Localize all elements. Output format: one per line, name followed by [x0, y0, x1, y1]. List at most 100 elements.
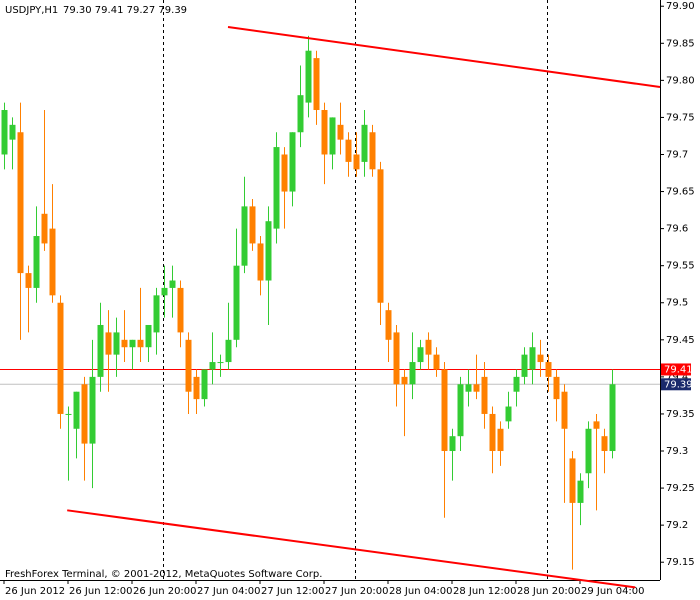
candle-body [17, 132, 24, 274]
price-label-box [661, 378, 691, 391]
price-label-box [661, 363, 691, 376]
y-tick-label: 79.80 [666, 75, 695, 86]
symbol: USDJPY,H1 [5, 5, 58, 16]
candle-body [65, 413, 72, 415]
y-tick-label: 79.6 [666, 224, 688, 235]
candle-body [521, 354, 528, 377]
candle-body [513, 376, 520, 392]
y-tick-label: 79.55 [666, 261, 695, 272]
x-tick-label: 26 Jun 12:00 [69, 586, 133, 597]
candle-body [113, 332, 120, 355]
candle-body [233, 265, 240, 340]
candle-body [241, 206, 248, 266]
y-tick-label: 79.4 [666, 372, 688, 383]
y-tick-label: 79.45 [666, 335, 695, 346]
candle-body [41, 213, 48, 244]
candle-body [249, 206, 256, 244]
candle-body [193, 376, 200, 400]
candle-body [569, 458, 576, 503]
y-tick-label: 79.35 [666, 409, 695, 420]
candle-body [25, 273, 32, 288]
x-tick-label: 26 Jun 20:00 [133, 586, 197, 597]
candle-body [209, 362, 216, 370]
candle-body [177, 287, 184, 333]
candle-body [329, 117, 336, 155]
candle-body [449, 436, 456, 452]
candle-body [217, 362, 224, 364]
candle-body [153, 295, 160, 333]
candle-body [361, 124, 368, 162]
candle-body [281, 154, 288, 192]
trendline [67, 509, 636, 589]
candle-body [377, 169, 384, 303]
y-tick-label: 79.7 [666, 149, 688, 160]
candle-body [425, 339, 432, 355]
y-tick-label: 79.15 [666, 557, 695, 568]
price-label: 79.39 [664, 379, 693, 390]
candle-body [81, 384, 88, 444]
candle-body [393, 332, 400, 385]
candle-body [489, 413, 496, 452]
candle-body [1, 110, 8, 155]
candle-body [57, 302, 64, 414]
candle-body [201, 369, 208, 400]
candle-body [537, 354, 544, 363]
candle-body [473, 384, 480, 392]
candle-body [409, 362, 416, 385]
candle-body [417, 347, 424, 363]
candle-body [577, 480, 584, 503]
candle-body [225, 339, 232, 363]
candle-body [273, 147, 280, 229]
candle-body [369, 132, 376, 170]
y-tick-label: 79.25 [666, 483, 695, 494]
y-tick-label: 79.65 [666, 187, 695, 198]
x-tick-label: 28 Jun 04:00 [389, 586, 453, 597]
candle-body [529, 347, 536, 370]
y-tick-label: 79.90 [666, 1, 695, 12]
candle-body [545, 362, 552, 377]
candle-body [297, 95, 304, 133]
y-tick-label: 79.85 [666, 38, 695, 49]
candle-body [97, 324, 104, 377]
candle-body [385, 310, 392, 340]
candle-body [497, 428, 504, 452]
candle-body [465, 384, 472, 392]
candle-body [265, 221, 272, 281]
candle-body [337, 124, 344, 140]
y-tick-label: 79.5 [666, 298, 688, 309]
candle-body [137, 339, 144, 348]
y-tick-label: 79.2 [666, 520, 688, 531]
candle-body [105, 332, 112, 355]
candle-body [481, 376, 488, 414]
candle-body [89, 376, 96, 444]
x-tick-label: 27 Jun 04:00 [197, 586, 261, 597]
candle-body [505, 406, 512, 422]
candle-body [9, 124, 16, 140]
candle-body [145, 324, 152, 348]
candle-body [353, 154, 360, 170]
candle-body [257, 243, 264, 281]
candle-body [73, 391, 80, 429]
x-tick-label: 28 Jun 12:00 [453, 586, 517, 597]
candle-body [313, 58, 320, 111]
candle-body [121, 339, 128, 348]
footer: FreshForex Terminal, © 2001-2012, MetaQu… [5, 569, 322, 580]
candle-body [129, 339, 136, 348]
price-label: 79.41 [664, 364, 693, 375]
candle-body [305, 50, 312, 103]
candle-body [401, 376, 408, 385]
candle-body [561, 391, 568, 429]
candle-body [321, 110, 328, 155]
header-quote: 79.30 79.41 79.27 79.39 [63, 5, 187, 16]
candle-body [601, 436, 608, 452]
candle-body [49, 228, 56, 296]
candle-body [161, 287, 168, 296]
y-tick-label: 79.3 [666, 446, 688, 457]
candle-body [185, 339, 192, 392]
x-tick-label: 29 Jun 04:00 [581, 586, 645, 597]
candle-body [441, 369, 448, 452]
candle-body [169, 280, 176, 288]
